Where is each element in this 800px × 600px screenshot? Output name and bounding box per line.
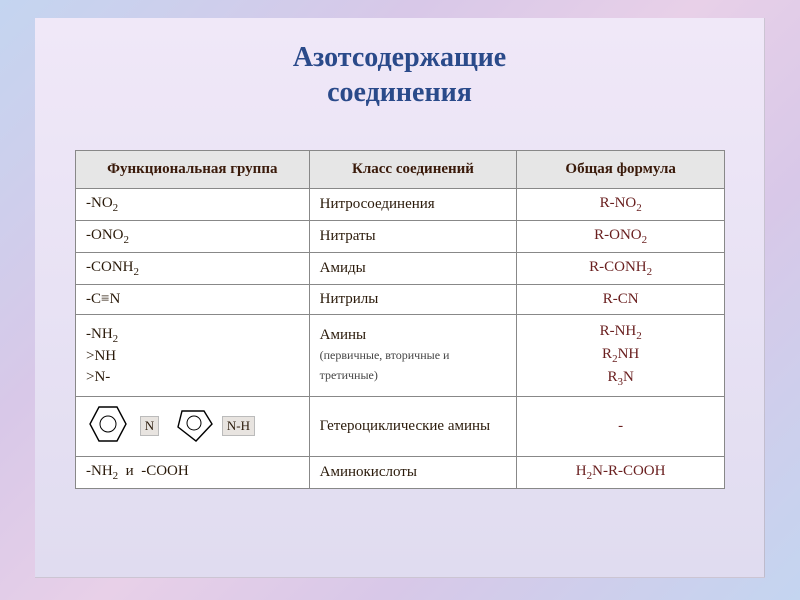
pent-label: N-H — [222, 416, 255, 436]
cell-formula: R-NH2R2NHR3N — [517, 315, 725, 397]
cell-class: Аминокислоты — [309, 456, 517, 488]
col-functional-group: Функциональная группа — [76, 151, 310, 189]
hex-label: N — [140, 416, 159, 436]
cell-class: Амины(первичные, вторичные и третичные) — [309, 315, 517, 397]
cell-functional-group: -CONH2 — [76, 253, 310, 285]
table-row: -ONO2НитратыR-ONO2 — [76, 221, 725, 253]
cell-functional-group: -ONO2 — [76, 221, 310, 253]
cell-formula: R-CN — [517, 285, 725, 315]
col-formula: Общая формула — [517, 151, 725, 189]
table-row: -NH2>NH>N-Амины(первичные, вторичные и т… — [76, 315, 725, 397]
title-line-1: Азотсодержащие — [293, 42, 506, 73]
cell-functional-group: -NH2 и -COOH — [76, 456, 310, 488]
cell-formula: - — [517, 396, 725, 456]
cell-formula: R-ONO2 — [517, 221, 725, 253]
cell-formula: H2N-R-COOH — [517, 456, 725, 488]
cell-class: Нитросоединения — [309, 189, 517, 221]
cell-class: Нитраты — [309, 221, 517, 253]
table-body: -NO2НитросоединенияR-NO2-ONO2НитратыR-ON… — [76, 189, 725, 489]
table-header-row: Функциональная группа Класс соединений О… — [76, 151, 725, 189]
table-row: N N-H Гетероциклические амины- — [76, 396, 725, 456]
pentagon-ring-icon — [174, 403, 218, 450]
title-line-2: соединения — [327, 77, 472, 108]
cell-class: Нитрилы — [309, 285, 517, 315]
table-row: -NO2НитросоединенияR-NO2 — [76, 189, 725, 221]
cell-functional-group: -NO2 — [76, 189, 310, 221]
slide: Азотсодержащие соединения Функциональная… — [35, 18, 765, 578]
cell-class: Амиды — [309, 253, 517, 285]
cell-functional-group: -C≡N — [76, 285, 310, 315]
cell-formula: R-CONH2 — [517, 253, 725, 285]
col-class: Класс соединений — [309, 151, 517, 189]
cell-formula: R-NO2 — [517, 189, 725, 221]
compounds-table: Функциональная группа Класс соединений О… — [75, 150, 725, 489]
table-row: -C≡NНитрилыR-CN — [76, 285, 725, 315]
slide-title: Азотсодержащие соединения — [35, 18, 764, 110]
table-row: -NH2 и -COOHАминокислотыH2N-R-COOH — [76, 456, 725, 488]
table-container: Функциональная группа Класс соединений О… — [75, 150, 725, 489]
table-row: -CONH2АмидыR-CONH2 — [76, 253, 725, 285]
cell-class: Гетероциклические амины — [309, 396, 517, 456]
cell-functional-group: N N-H — [76, 396, 310, 456]
hexagon-ring-icon — [86, 403, 136, 450]
cell-functional-group: -NH2>NH>N- — [76, 315, 310, 397]
